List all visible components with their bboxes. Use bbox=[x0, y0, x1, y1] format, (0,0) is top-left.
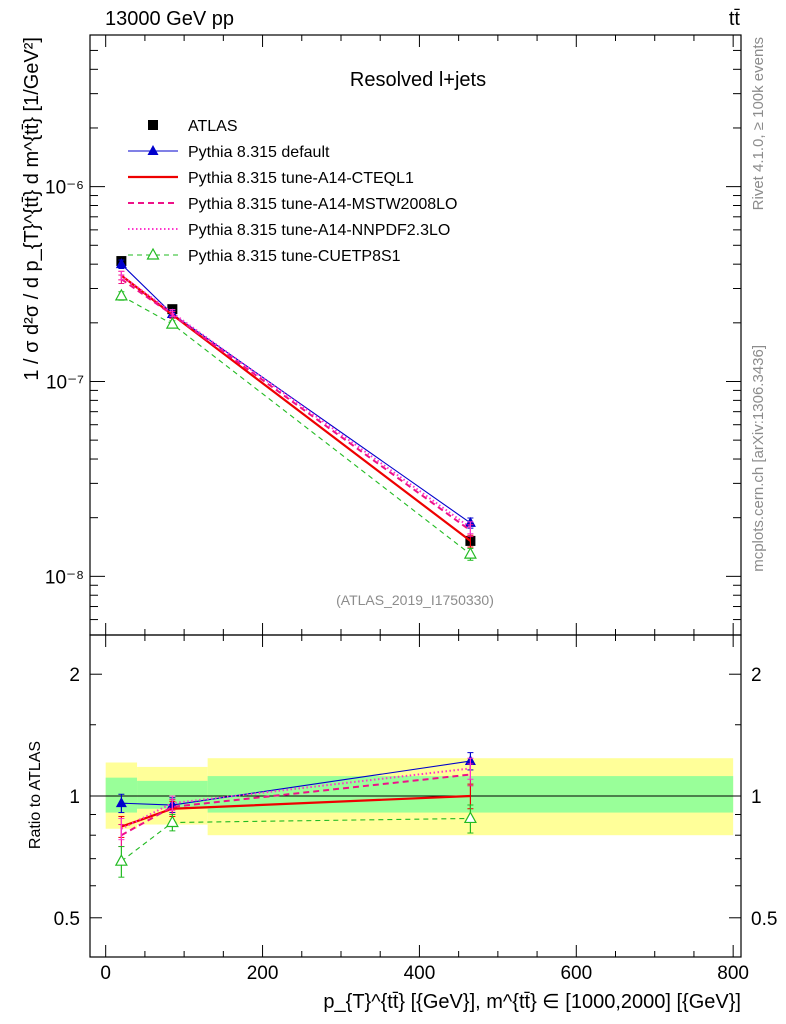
legend-marker bbox=[147, 145, 159, 155]
ratio-x-tick-label: 200 bbox=[247, 963, 279, 984]
main-y-tick-label: 10⁻⁶ bbox=[45, 178, 84, 199]
legend-label: Pythia 8.315 default bbox=[188, 144, 330, 161]
series-line bbox=[121, 295, 471, 555]
ratio-y-tick-label: 2 bbox=[69, 665, 80, 686]
legend-entry: Pythia 8.315 tune-A14-MSTW2008LO bbox=[128, 196, 457, 213]
legend-label: Pythia 8.315 tune-A14-NNPDF2.3LO bbox=[188, 222, 450, 239]
ratio-x-tick-label: 800 bbox=[717, 963, 749, 984]
legend-entry: Pythia 8.315 tune-A14-CTEQL1 bbox=[128, 170, 414, 187]
ratio-series-3 bbox=[118, 757, 474, 841]
ratio-ylabel: Ratio to ATLAS bbox=[27, 741, 44, 849]
main-ylabel: 1 / σ d²σ / d p_{T}^{tt̄} d m^{tt̄} [1/G… bbox=[21, 37, 43, 381]
main-y-tick-label: 10⁻⁸ bbox=[45, 567, 84, 588]
series-3 bbox=[118, 274, 474, 538]
data-point bbox=[165, 316, 179, 329]
ratio-x-tick-label: 600 bbox=[560, 963, 592, 984]
ratio-point bbox=[114, 853, 128, 866]
ratio-panel: 0 200 400 600 800 0.5 0.5 1 1 2 2 Ratio to ATLAS p… bbox=[27, 634, 777, 1013]
series-5 bbox=[114, 288, 477, 561]
legend-label: Pythia 8.315 tune-A14-CTEQL1 bbox=[188, 170, 414, 187]
legend-marker bbox=[148, 120, 158, 130]
ratio-y-tick-label: 0.5 bbox=[54, 909, 80, 930]
ratio-series-4 bbox=[114, 804, 477, 878]
legend-entry: Pythia 8.315 tune-CUETP8S1 bbox=[128, 247, 401, 265]
main-title: Resolved l+jets bbox=[350, 69, 486, 91]
header-right: tt̄ bbox=[729, 8, 741, 30]
data-point bbox=[115, 258, 127, 269]
legend-label: Pythia 8.315 tune-A14-MSTW2008LO bbox=[188, 196, 457, 213]
watermark: (ATLAS_2019_I1750330) bbox=[336, 592, 494, 608]
ratio-y-tick-label: 1 bbox=[69, 787, 80, 808]
legend-label: ATLAS bbox=[188, 118, 238, 135]
ratio-y-tick-label-right: 1 bbox=[751, 787, 762, 808]
legend-entry: Pythia 8.315 default bbox=[128, 144, 330, 161]
ratio-x-tick-label: 0 bbox=[100, 963, 111, 984]
legend-entry: Pythia 8.315 tune-A14-NNPDF2.3LO bbox=[128, 222, 450, 239]
data-point bbox=[114, 288, 128, 301]
header-left: 13000 GeV pp bbox=[105, 8, 234, 30]
series-line bbox=[120, 278, 471, 532]
ratio-y-tick-label-right: 0.5 bbox=[751, 909, 777, 930]
ratio-xlabel: p_{T}^{tt̄} [{GeV}], m^{tt̄} ∈ [1000,200… bbox=[323, 991, 741, 1013]
ratio-point bbox=[115, 797, 127, 808]
series-1 bbox=[115, 258, 476, 529]
legend-marker bbox=[146, 247, 160, 260]
legend-entry: ATLAS bbox=[148, 118, 238, 135]
main-y-tick-label: 10⁻⁷ bbox=[46, 372, 84, 393]
legend-label: Pythia 8.315 tune-CUETP8S1 bbox=[188, 248, 401, 265]
mcplots-label: mcplots.cern.ch [arXiv:1306.3436] bbox=[750, 345, 767, 572]
series-line bbox=[120, 274, 471, 529]
ratio-point bbox=[463, 811, 477, 824]
data-point bbox=[463, 546, 477, 559]
ratio-y-tick-label-right: 2 bbox=[751, 665, 762, 686]
band-green bbox=[470, 776, 734, 813]
rivet-label: Rivet 4.1.0, ≥ 100k events bbox=[750, 37, 767, 210]
main-panel: Resolved l+jets (ATLAS_2019_I1750330) 10… bbox=[21, 34, 742, 636]
ratio-x-tick-label: 400 bbox=[404, 963, 436, 984]
ratio-point bbox=[165, 815, 179, 828]
series-4 bbox=[118, 270, 474, 535]
series-line bbox=[120, 263, 471, 524]
